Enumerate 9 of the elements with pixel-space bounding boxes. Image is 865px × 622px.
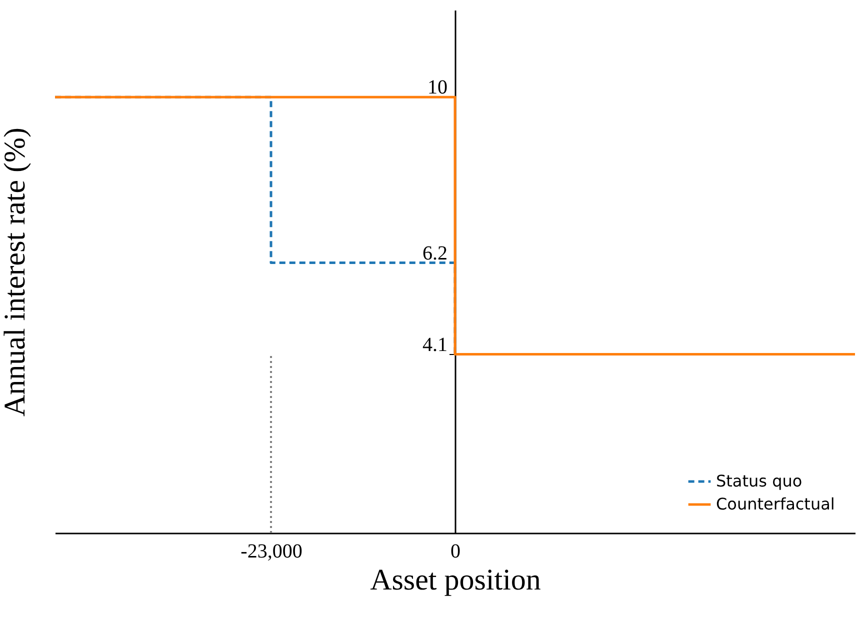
x-tick-label: 0 <box>450 540 460 562</box>
legend-label: Counterfactual <box>716 494 835 514</box>
y-tick-label: 4.1 <box>422 334 448 356</box>
y-axis-title: Annual interest rate (%) <box>0 127 32 417</box>
y-tick-label: 6.2 <box>422 242 448 264</box>
y-tick-label: 10 <box>428 76 448 99</box>
x-axis-title: Asset position <box>370 564 541 596</box>
legend-label: Status quo <box>716 472 802 490</box>
x-tick-label: -23,000 <box>240 540 302 562</box>
